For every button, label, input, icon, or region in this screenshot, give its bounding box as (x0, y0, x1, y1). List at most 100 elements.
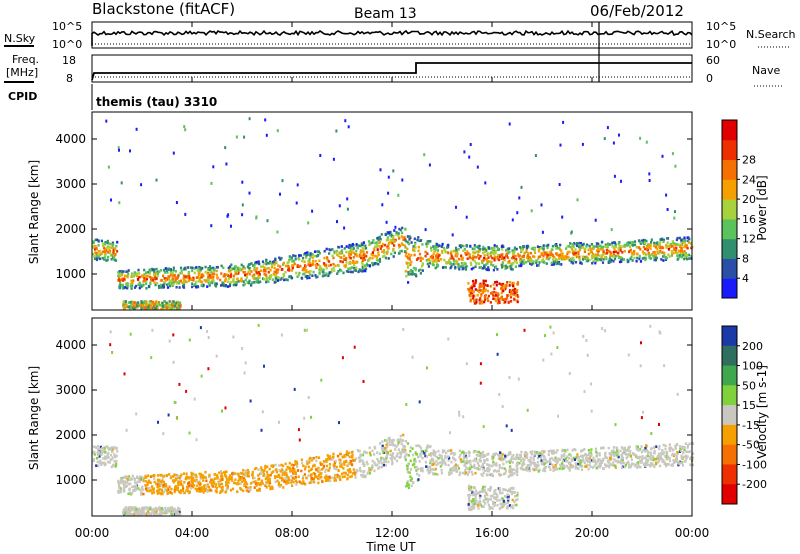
scatter-point (515, 455, 518, 459)
scatter-point (547, 257, 550, 261)
scatter-point (365, 246, 368, 250)
scatter-point (97, 445, 100, 448)
scatter-point (254, 482, 257, 485)
scatter-point (647, 245, 650, 248)
scatter-point (501, 491, 504, 495)
scatter-point (275, 261, 278, 264)
scatter-point (516, 494, 519, 497)
scatter-point (436, 252, 439, 255)
scatter-point (619, 449, 622, 453)
scatter-point (258, 487, 261, 491)
scatter-point (503, 258, 506, 262)
scatter-point (563, 454, 566, 458)
scatter-point (281, 478, 284, 481)
scatter-point (265, 262, 268, 266)
scatter-point (612, 246, 615, 249)
scatter-point (118, 279, 121, 282)
scatter-point (418, 252, 422, 256)
scatter-point (160, 488, 164, 492)
scatter-point (397, 193, 400, 197)
scatter-point (103, 455, 107, 459)
scatter-point (294, 463, 297, 466)
scatter-point (623, 245, 627, 248)
scatter-point (220, 472, 223, 475)
scatter-point (354, 269, 357, 272)
scatter-point (409, 446, 412, 449)
scatter-point (337, 245, 340, 249)
scatter-point (202, 283, 205, 287)
scatter-point (164, 483, 167, 486)
scatter-point (427, 265, 430, 268)
scatter-point (536, 245, 539, 248)
scatter-point (579, 463, 582, 466)
scatter-point (311, 459, 314, 462)
scatter-point (403, 456, 406, 459)
scatter-point (483, 296, 486, 299)
scatter-point (469, 245, 472, 248)
scatter-point (167, 282, 170, 286)
scatter-point (364, 264, 367, 267)
scatter-point (614, 466, 617, 469)
scatter-point (134, 273, 137, 276)
scatter-point (561, 215, 564, 219)
scatter-point (513, 246, 516, 250)
scatter-point (408, 238, 411, 241)
scatter-point (486, 252, 489, 255)
scatter-point (523, 251, 526, 255)
scatter-point (111, 241, 114, 245)
scatter-point (480, 490, 483, 493)
scatter-point (195, 266, 198, 269)
scatter-point (198, 487, 201, 491)
scatter-point (427, 471, 430, 475)
scatter-point (162, 490, 166, 494)
scatter-point (148, 275, 151, 279)
scatter-point (520, 185, 523, 189)
scatter-point (299, 254, 302, 257)
scatter-point (593, 464, 596, 468)
scatter-point (565, 255, 569, 259)
scatter-point (317, 481, 320, 485)
scatter-point (482, 286, 486, 289)
scatter-point (409, 475, 412, 478)
scatter-point (549, 468, 552, 471)
scatter-point (191, 282, 194, 285)
scatter-point (518, 196, 521, 200)
scatter-point (444, 455, 447, 458)
scatter-point (253, 277, 256, 281)
scatter-point (483, 254, 486, 257)
scatter-point (585, 465, 588, 468)
scatter-point (353, 471, 356, 474)
scatter-point (390, 252, 393, 256)
scatter-point (289, 468, 292, 471)
scatter-point (572, 245, 575, 248)
scatter-point (298, 480, 301, 483)
scatter-point (321, 480, 324, 484)
scatter-point (641, 241, 644, 244)
scatter-point (266, 481, 269, 484)
scatter-point (513, 491, 516, 494)
scatter-point (572, 250, 575, 254)
scatter-point (580, 246, 583, 249)
scatter-point (498, 253, 501, 257)
scatter-point (498, 454, 501, 457)
scatter-point (335, 465, 338, 469)
scatter-point (613, 174, 616, 178)
scatter-point (163, 271, 166, 274)
scatter-point (316, 275, 319, 279)
scatter-point (349, 461, 352, 464)
scatter-point (375, 241, 378, 244)
scatter-point (440, 457, 444, 460)
scatter-point (178, 282, 181, 285)
scatter-point (119, 274, 122, 278)
scatter-point (478, 298, 481, 302)
scatter-point (177, 480, 180, 483)
scatter-point (401, 231, 404, 235)
scatter-point (548, 457, 552, 461)
scatter-point (521, 462, 524, 466)
scatter-point (332, 266, 335, 270)
scatter-point (676, 243, 679, 246)
scatter-point (357, 270, 360, 274)
scatter-point (258, 489, 261, 492)
scatter-point (289, 470, 292, 473)
scatter-point (561, 462, 564, 465)
